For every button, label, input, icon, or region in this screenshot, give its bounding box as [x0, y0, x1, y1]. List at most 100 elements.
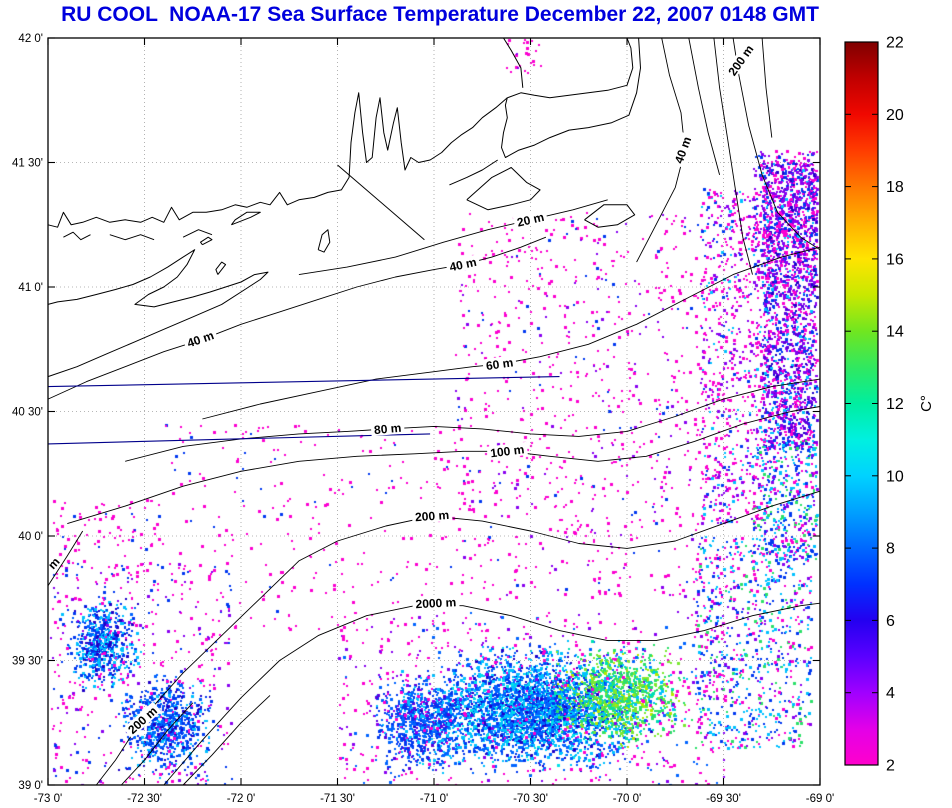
coastline-harbor-detail-2	[109, 234, 155, 241]
coastline-plum-island	[200, 236, 213, 246]
contour-label-gap	[123, 701, 162, 739]
x-tick-label: -71 0'	[420, 793, 448, 805]
y-tick-label: 41 0'	[18, 282, 43, 294]
contour-40m-west	[47, 236, 547, 400]
contour-label-text: 20 m	[516, 210, 546, 230]
contour-sw-contour-2	[182, 695, 271, 786]
y-tick-label: 39 0'	[18, 780, 43, 792]
coastline-plymouth-shore	[503, 37, 524, 88]
contour-label: 20 m	[512, 209, 549, 230]
contour-label-text: 40 m	[448, 255, 478, 274]
coastline-harbor-detail-1	[63, 231, 91, 241]
contour-label-text: 200 m	[725, 42, 756, 78]
colorbar-tick-label: 16	[886, 251, 904, 268]
colorbar-unit-label: C°	[918, 395, 935, 412]
contour-ne-contour-1	[713, 37, 753, 275]
contour-label-gap	[370, 420, 405, 437]
colorbar-tick-label: 18	[886, 179, 904, 196]
contour-label-gap	[44, 553, 63, 573]
transect-2	[47, 433, 431, 445]
contour-left-edge-contour	[47, 530, 84, 587]
y-tick-labels: 42 0' 41 30' 41 0' 40 30' 40 0' 39 30' 39 0'	[12, 33, 43, 792]
x-tick-label: -72 0'	[227, 793, 255, 805]
contour-label: 2000 m	[412, 594, 460, 611]
y-tick-label: 40 0'	[18, 531, 43, 543]
contour-label: 200 m	[723, 40, 758, 81]
colorbar-ticks: 2 4 6 8 10 12 14 16 18 20 22	[845, 35, 904, 775]
contour-80m	[125, 378, 821, 462]
contour-label: 200 m	[123, 701, 162, 739]
x-tick-label: -72 30'	[127, 793, 162, 805]
contour-label-gap	[182, 327, 219, 351]
y-tick-label: 42 0'	[18, 33, 43, 45]
contour-label-text: 60 m	[485, 355, 514, 373]
contour-2000m	[163, 602, 821, 786]
colorbar-tick-label: 12	[886, 396, 904, 413]
x-tick-label: -73 0'	[34, 793, 62, 805]
colorbar-tick-label: 14	[886, 324, 904, 341]
transect-1	[47, 376, 560, 388]
contour-label: 40 m	[182, 327, 219, 351]
contour-label-gap	[512, 209, 549, 230]
coastline-nantucket	[584, 204, 636, 228]
contour-label-text: 40 m	[672, 135, 695, 165]
contour-label: 40 m	[670, 132, 695, 168]
transect-lines	[47, 376, 560, 445]
x-tick-labels: -73 0' -72 30' -72 0' -71 30' -71 0' -70 30' -…	[34, 793, 834, 805]
coastlines	[47, 37, 641, 378]
coastline-long-island	[47, 249, 269, 378]
y-tick-label: 39 30'	[12, 656, 43, 668]
coastline-connecticut-ri-mass-coast	[47, 37, 634, 228]
contour-ne-contour-3	[761, 37, 773, 138]
y-tick-label: 41 30'	[12, 158, 43, 170]
contour-label-gap	[723, 40, 758, 81]
colorbar-tick-label: 8	[886, 541, 895, 558]
coastline-chart-artifact-line	[337, 164, 425, 241]
contour-label: 200 m	[411, 507, 453, 524]
colorbar-tick-label: 20	[886, 107, 904, 124]
y-tick-label: 40 30'	[12, 407, 43, 419]
contour-label: 80 m	[370, 420, 405, 437]
axis-ticks	[47, 37, 821, 786]
contour-60m	[202, 246, 821, 420]
x-tick-label: -70 0'	[613, 793, 641, 805]
contour-label-gap	[482, 354, 517, 373]
contour-label: 40 m	[445, 254, 481, 274]
contour-label-gap	[412, 594, 460, 611]
colorbar-tick-label: 10	[886, 468, 904, 485]
coastline-block-island	[317, 229, 331, 253]
colorbar-tick-label: 6	[886, 613, 895, 630]
colorbar-tick-label: 4	[886, 685, 895, 702]
coastline-fishers-island	[231, 211, 261, 226]
bathymetry-contours	[47, 37, 821, 786]
contour-label-text: 200 m	[125, 704, 160, 737]
contour-label: 100 m	[486, 441, 528, 460]
colorbar-tick-label: 2	[886, 758, 895, 775]
x-tick-label: -71 30'	[320, 793, 355, 805]
contour-sw-contour-1	[120, 702, 194, 786]
x-tick-label: -69 0'	[806, 793, 834, 805]
x-tick-label: -70 30'	[513, 793, 548, 805]
contour-label-gap	[445, 254, 481, 274]
contour-200m-main	[95, 490, 821, 786]
contour-label-text: 40 m	[185, 328, 215, 350]
contour-label-gap	[411, 507, 453, 524]
coastline-harbor-detail-3	[182, 229, 213, 238]
colorbar-tick-label: 22	[886, 35, 904, 52]
contour-100m	[67, 406, 821, 525]
contour-200m-ne	[732, 37, 821, 251]
x-tick-label: -69 30'	[706, 793, 741, 805]
contour-label-gap	[486, 441, 528, 460]
coastline-elizabeth-islands	[449, 159, 498, 186]
contour-label-text: 200 m	[415, 508, 450, 524]
coastline-cape-cod-outer	[501, 37, 641, 158]
contour-label: m	[44, 553, 63, 573]
contour-20m	[298, 199, 608, 276]
figure-title: RU COOL NOAA-17 Sea Surface Temperature …	[61, 3, 819, 26]
contour-ne-contour-2	[688, 37, 721, 176]
contour-label-gap	[670, 132, 695, 168]
contour-label-text: 100 m	[490, 442, 525, 460]
contour-label-text: 2000 m	[415, 595, 456, 611]
